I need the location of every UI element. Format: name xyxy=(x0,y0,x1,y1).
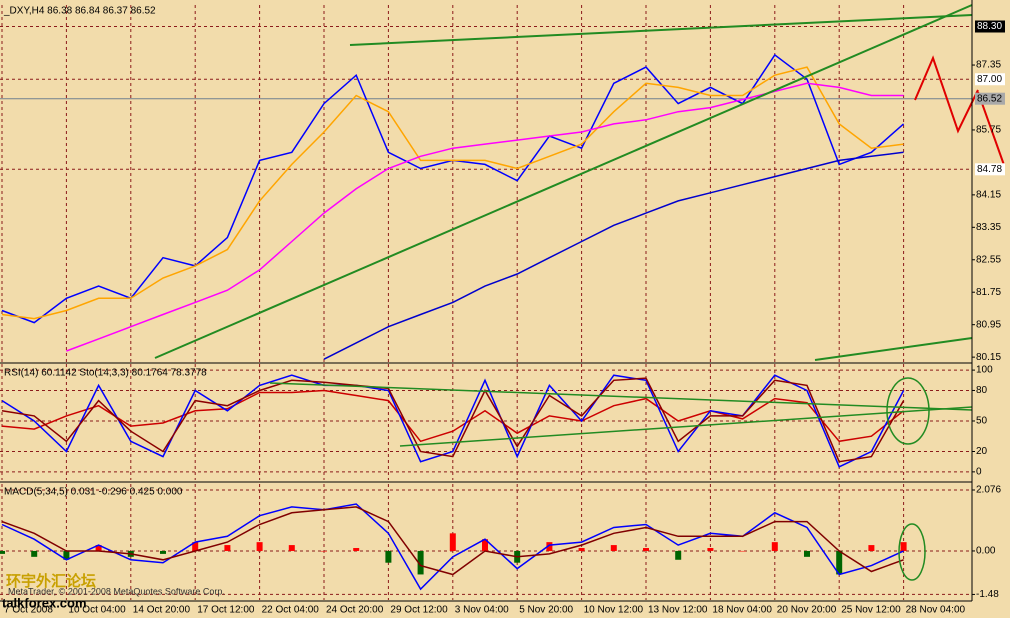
x-tick-label: 18 Nov 04:00 xyxy=(712,605,772,616)
histogram-bar xyxy=(836,550,843,575)
y-tick-label: 83.35 xyxy=(976,222,1001,233)
y-tick-label: 80 xyxy=(976,385,988,396)
y-tick-label: 80.95 xyxy=(976,319,1001,330)
histogram-bar xyxy=(449,533,456,551)
x-tick-label: 24 Oct 20:00 xyxy=(326,605,384,616)
y-tick-label: 81.75 xyxy=(976,287,1001,298)
histogram-bar xyxy=(804,550,810,557)
x-tick-label: 7 Oct 2008 xyxy=(4,605,53,616)
y-tick-label: 50 xyxy=(976,416,988,427)
series-line xyxy=(1,506,904,576)
y-tick-label: 0.00 xyxy=(976,546,996,557)
forecast-arrow xyxy=(914,55,979,134)
histogram-bar xyxy=(63,550,70,560)
histogram-bar xyxy=(353,548,360,551)
histogram-bar xyxy=(95,545,102,551)
level-label-box xyxy=(975,73,1005,86)
trendline xyxy=(269,382,973,411)
histogram-bar xyxy=(321,550,327,552)
histogram-bar xyxy=(610,545,617,551)
y-tick-label: 87.35 xyxy=(976,60,1001,71)
histogram-bar xyxy=(868,545,875,551)
x-tick-label: 22 Oct 04:00 xyxy=(262,605,320,616)
x-tick-label: 10 Oct 04:00 xyxy=(68,605,126,616)
series-line xyxy=(1,503,904,591)
copyright: MetaTrader, © 2001-2008 MetaQuotes Softw… xyxy=(8,586,225,596)
histogram-bar xyxy=(771,542,778,551)
y-tick-label: 85.75 xyxy=(976,125,1001,136)
watermark: 环宇外汇论坛 xyxy=(6,572,96,590)
histogram-bar xyxy=(256,542,263,551)
histogram-bar xyxy=(385,550,392,563)
histogram-bar xyxy=(482,539,488,551)
trendline xyxy=(814,337,973,361)
y-tick-label: -1.48 xyxy=(976,589,999,600)
histogram-bar xyxy=(160,550,166,554)
chart-title: MACD(5,34,5) 0.031 -0.296 0.425 0.000 xyxy=(4,487,183,498)
x-tick-label: 29 Oct 12:00 xyxy=(390,605,448,616)
series-line xyxy=(1,66,904,320)
histogram-bar xyxy=(288,545,295,551)
x-tick-label: 10 Nov 12:00 xyxy=(584,605,644,616)
y-tick-label: 20 xyxy=(976,446,988,457)
level-label-box xyxy=(975,20,1005,33)
highlight-circle xyxy=(898,523,926,581)
level-label: 88.30 xyxy=(977,21,1002,32)
histogram-bar xyxy=(578,548,585,551)
x-tick-label: 28 Nov 04:00 xyxy=(906,605,966,616)
series-line xyxy=(1,377,905,463)
histogram-bar xyxy=(0,550,5,554)
trendline xyxy=(399,406,973,447)
y-tick-label: 80.15 xyxy=(976,352,1001,363)
y-tick-label: 2.076 xyxy=(976,485,1001,496)
x-tick-label: 13 Nov 12:00 xyxy=(648,605,708,616)
y-tick-label: 82.55 xyxy=(976,254,1001,265)
highlight-circle xyxy=(886,377,930,445)
x-tick-label: 5 Nov 20:00 xyxy=(519,605,573,616)
x-tick-label: 17 Oct 12:00 xyxy=(197,605,255,616)
histogram-bar xyxy=(31,550,38,557)
histogram-bar xyxy=(900,542,907,551)
x-tick-label: 3 Nov 04:00 xyxy=(455,605,509,616)
x-tick-label: 14 Oct 20:00 xyxy=(133,605,191,616)
trendline xyxy=(154,4,973,359)
y-tick-label: 0 xyxy=(976,467,982,478)
series-line xyxy=(1,389,905,443)
level-label: 87.00 xyxy=(977,74,1002,85)
x-tick-label: 20 Nov 20:00 xyxy=(777,605,837,616)
y-tick-label: 84.15 xyxy=(976,189,1001,200)
level-label: 86.52 xyxy=(977,93,1002,104)
histogram-bar xyxy=(224,545,231,551)
x-tick-label: 25 Nov 12:00 xyxy=(841,605,901,616)
histogram-bar xyxy=(643,548,649,551)
level-label-box xyxy=(975,163,1005,176)
histogram-bar xyxy=(417,550,424,575)
y-tick-label: 100 xyxy=(976,365,993,376)
brand: talkforex.com xyxy=(2,595,87,610)
level-label-box xyxy=(975,92,1005,105)
chart-title: _DXY,H4 86.38 86.84 86.37 86.52 xyxy=(3,6,156,17)
level-label: 84.78 xyxy=(977,164,1002,175)
histogram-bar xyxy=(739,550,746,552)
chart-title: RSI(14) 60.1142 Sto(14,3,3) 80.1764 78.3… xyxy=(4,368,207,379)
histogram-bar xyxy=(546,542,553,551)
histogram-bar xyxy=(707,548,714,551)
series-line xyxy=(323,151,904,360)
trendline xyxy=(349,14,973,46)
histogram-bar xyxy=(192,542,199,551)
histogram-bar xyxy=(675,550,682,560)
